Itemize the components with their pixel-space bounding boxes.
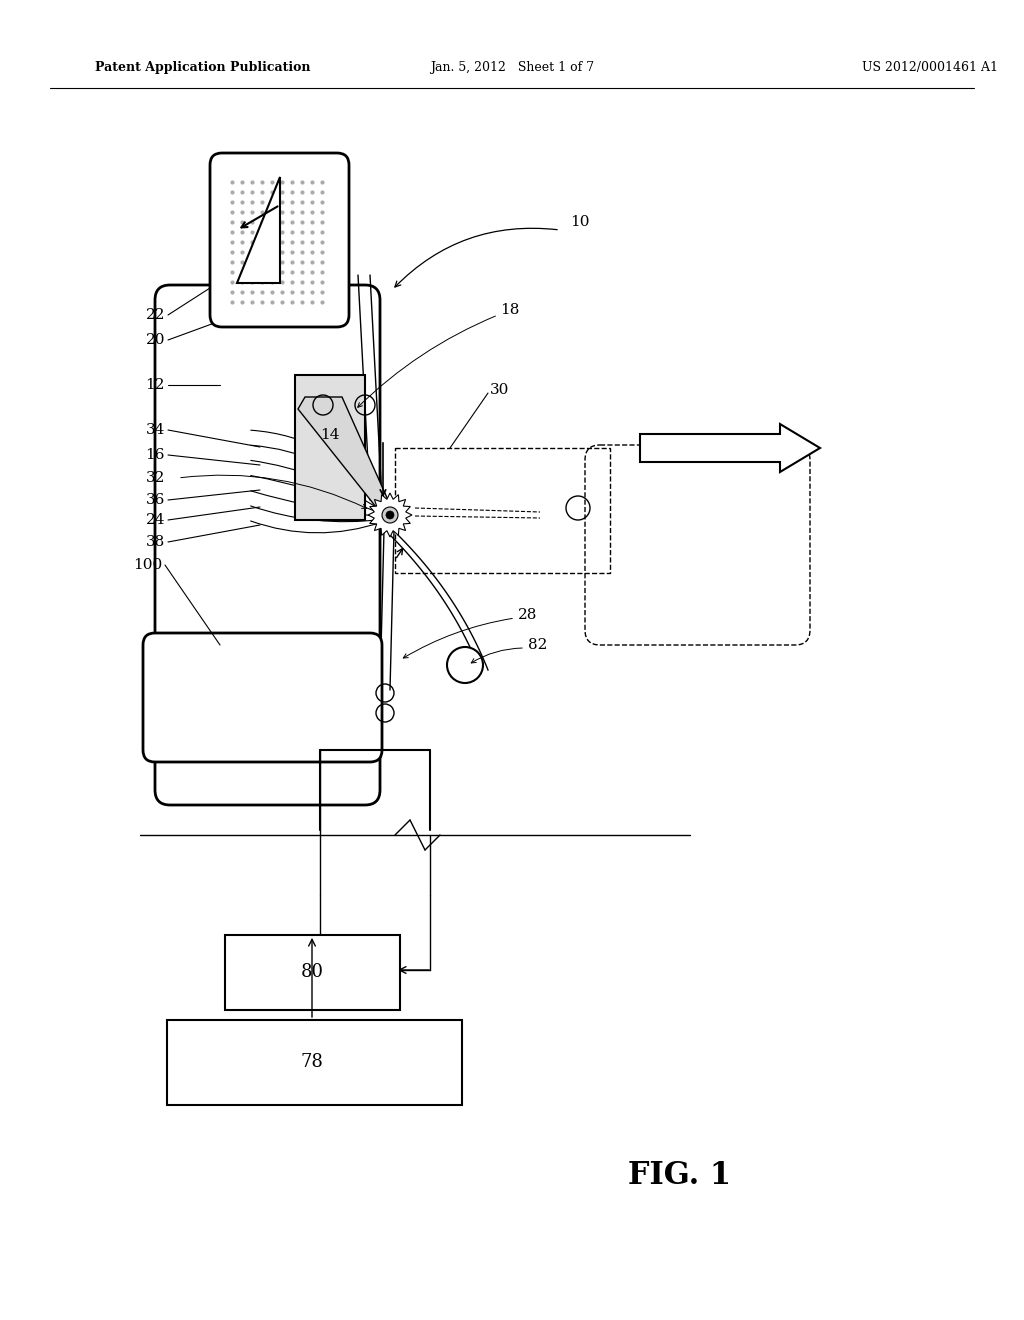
Bar (167, 1020, 462, 1105)
Polygon shape (298, 397, 388, 512)
FancyBboxPatch shape (143, 634, 382, 762)
Text: 34: 34 (145, 422, 165, 437)
Text: 16: 16 (145, 447, 165, 462)
Text: 18: 18 (500, 304, 519, 317)
Text: 100: 100 (133, 558, 162, 572)
FancyBboxPatch shape (210, 153, 349, 327)
Text: 10: 10 (570, 215, 590, 228)
Text: FIG. 1: FIG. 1 (629, 1159, 731, 1191)
Polygon shape (368, 492, 412, 537)
Circle shape (382, 507, 398, 523)
Circle shape (386, 511, 394, 519)
Bar (295, 375, 365, 520)
Text: 20: 20 (145, 333, 165, 347)
Text: 14: 14 (321, 428, 340, 442)
Text: 36: 36 (145, 492, 165, 507)
Text: US 2012/0001461 A1: US 2012/0001461 A1 (862, 62, 998, 74)
Polygon shape (237, 177, 280, 282)
Polygon shape (640, 424, 820, 473)
Text: 32: 32 (145, 471, 165, 484)
Bar (225, 935, 400, 1010)
Text: 12: 12 (145, 378, 165, 392)
Text: 38: 38 (145, 535, 165, 549)
Text: 28: 28 (518, 609, 538, 622)
Text: 22: 22 (145, 308, 165, 322)
Bar (395, 447, 610, 573)
Circle shape (447, 647, 483, 682)
Text: 80: 80 (300, 964, 324, 981)
Text: 82: 82 (528, 638, 548, 652)
Text: Patent Application Publication: Patent Application Publication (95, 62, 310, 74)
Text: 24: 24 (145, 513, 165, 527)
Text: 78: 78 (301, 1053, 324, 1071)
Text: 30: 30 (490, 383, 509, 397)
Text: Jan. 5, 2012   Sheet 1 of 7: Jan. 5, 2012 Sheet 1 of 7 (430, 62, 594, 74)
